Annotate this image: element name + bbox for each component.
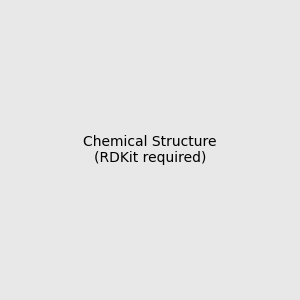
Text: Chemical Structure
(RDKit required): Chemical Structure (RDKit required) (83, 135, 217, 165)
